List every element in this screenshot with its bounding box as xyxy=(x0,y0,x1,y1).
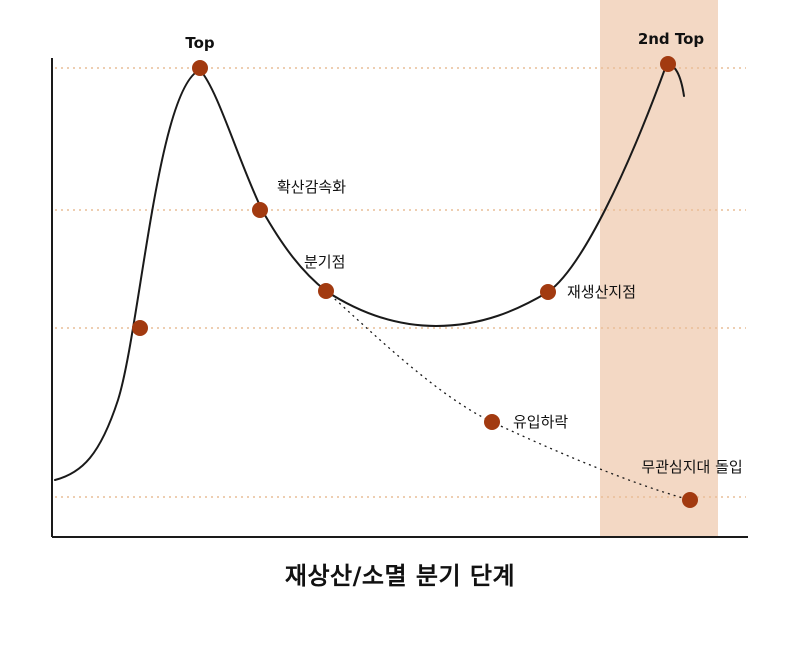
point-label: 무관심지대 돌입 xyxy=(641,458,742,476)
data-point xyxy=(660,56,676,72)
highlight-band xyxy=(600,0,718,537)
data-point xyxy=(682,492,698,508)
data-point xyxy=(132,320,148,336)
point-label: 확산감속화 xyxy=(277,178,346,196)
data-point xyxy=(484,414,500,430)
highlight-band-layer xyxy=(600,0,718,537)
point-label: 2nd Top xyxy=(638,30,705,48)
point-label: 재생산지점 xyxy=(567,283,636,301)
data-points-layer xyxy=(132,56,698,508)
point-label: Top xyxy=(185,34,215,52)
point-label: 유입하락 xyxy=(513,413,568,431)
growth-curve xyxy=(54,65,667,481)
point-label: 분기점 xyxy=(304,253,345,271)
data-point xyxy=(318,283,334,299)
data-point xyxy=(252,202,268,218)
data-point xyxy=(540,284,556,300)
gridline-layer xyxy=(55,67,746,498)
chart-title: 재상산/소멸 분기 단계 xyxy=(284,562,516,590)
data-point xyxy=(192,60,208,76)
